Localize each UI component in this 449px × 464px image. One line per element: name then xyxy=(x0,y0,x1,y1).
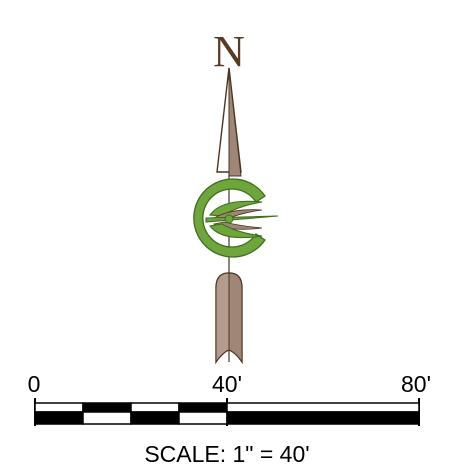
north-arrow xyxy=(215,67,243,365)
scale-tick-label-40: 40' xyxy=(212,371,242,397)
scale-bar-cell-top-2 xyxy=(82,402,132,413)
scale-bar-cell-bottom-3 xyxy=(130,411,180,425)
scale-bar-cell-bottom-1 xyxy=(34,411,84,425)
scale-caption: SCALE: 1" = 40' xyxy=(144,441,309,464)
scale-tick-label-80: 80' xyxy=(401,371,431,397)
green-emblem-logo xyxy=(193,178,279,258)
north-letter: N xyxy=(213,27,245,76)
emblem-lower-arm xyxy=(209,223,263,239)
scale-bar-cell-top-4 xyxy=(178,402,228,413)
north-arrow-lower-tail-fill-left xyxy=(215,272,230,364)
emblem-middle-blade xyxy=(205,215,279,223)
scale-bar xyxy=(34,398,420,426)
north-arrow-lower-tail-fill xyxy=(228,272,243,364)
scale-tick-label-0: 0 xyxy=(28,371,41,397)
scale-bar-cell-top-1 xyxy=(34,402,84,413)
scale-bar-cell-bottom-4 xyxy=(178,411,228,425)
scale-bar-cell-top-5 xyxy=(226,402,420,413)
scale-bar-cell-bottom-2 xyxy=(82,411,132,425)
emblem-hub xyxy=(224,214,234,224)
scale-bar-cell-bottom-5 xyxy=(226,411,420,425)
north-arrow-upper-needle-fill xyxy=(228,67,242,177)
scale-bar-cell-top-3 xyxy=(130,402,180,413)
emblem-outer-ring xyxy=(193,178,266,258)
